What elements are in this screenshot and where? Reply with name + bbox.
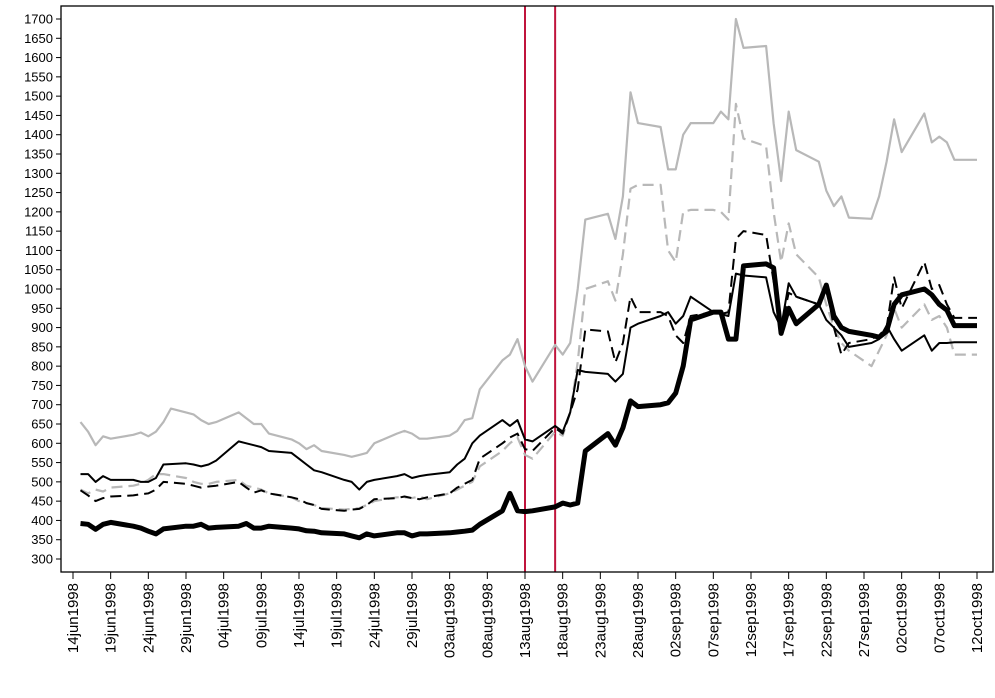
- series-line-1: [79, 17, 977, 458]
- series-line-3: [80, 272, 977, 491]
- y-tick-label: 1200: [24, 204, 53, 219]
- x-tick-label: 19jul1998: [329, 583, 346, 648]
- x-tick-label: 07oct1998: [931, 583, 948, 653]
- x-axis: 14jun1998 19jun1998 24jun1998 29jun1998 04ju…: [65, 572, 986, 658]
- y-tick-label: 550: [31, 455, 53, 470]
- x-tick-label: 03aug1998: [442, 583, 459, 658]
- x-tick-label: 18aug1998: [555, 583, 572, 658]
- y-tick-label: 1500: [24, 89, 53, 104]
- y-tick-label: 800: [31, 359, 53, 374]
- y-tick-label: 1250: [24, 185, 53, 200]
- y-tick-label: 700: [31, 397, 53, 412]
- series-lines: [79, 17, 977, 541]
- y-tick-label: 950: [31, 301, 53, 316]
- y-tick-label: 1600: [24, 50, 53, 65]
- x-tick-label: 29jul1998: [404, 583, 421, 648]
- y-tick-label: 750: [31, 378, 53, 393]
- x-tick-label: 24jul1998: [366, 583, 383, 648]
- y-tick-label: 1700: [24, 12, 53, 27]
- x-tick-label: 09jul1998: [253, 583, 270, 648]
- y-tick-label: 900: [31, 320, 53, 335]
- x-tick-label: 19jun1998: [103, 583, 120, 653]
- y-tick-label: 650: [31, 417, 53, 432]
- y-tick-label: 1100: [25, 243, 53, 258]
- y-tick-label: 1650: [24, 31, 53, 46]
- x-tick-label: 29jun1998: [178, 583, 195, 653]
- x-tick-label: 24jun1998: [140, 583, 157, 653]
- y-tick-label: 400: [31, 513, 53, 528]
- x-tick-label: 12oct1998: [969, 583, 986, 653]
- x-tick-label: 12sep1998: [743, 583, 760, 657]
- x-tick-label: 27sep1998: [856, 583, 873, 657]
- series-line-5: [80, 261, 977, 541]
- x-tick-label: 28aug1998: [630, 583, 647, 658]
- y-axis: 300 350 400 450 500 550 600 650 700 750 800 850 900 9…: [24, 12, 61, 567]
- x-tick-label: 14jul1998: [291, 583, 308, 648]
- series-line-2: [80, 102, 977, 511]
- y-tick-label: 1150: [25, 224, 53, 239]
- x-tick-label: 17sep1998: [781, 583, 798, 657]
- x-tick-label: 02sep1998: [668, 583, 685, 657]
- y-tick-label: 1000: [24, 282, 53, 297]
- y-tick-label: 350: [31, 532, 53, 547]
- y-tick-label: 300: [31, 552, 53, 567]
- y-tick-label: 1400: [24, 127, 53, 142]
- event-lines: [524, 6, 557, 572]
- y-tick-label: 500: [31, 474, 53, 489]
- x-tick-label: 02oct1998: [894, 583, 911, 653]
- x-tick-label: 23aug1998: [592, 583, 609, 658]
- x-tick-label: 08aug1998: [479, 583, 496, 658]
- y-tick-label: 1350: [24, 147, 53, 162]
- x-tick-label: 07sep1998: [705, 583, 722, 657]
- x-tick-label: 14jun1998: [65, 583, 82, 653]
- x-tick-label: 13aug1998: [517, 583, 534, 658]
- x-tick-label: 04jul1998: [216, 583, 233, 648]
- y-tick-label: 1550: [24, 69, 53, 84]
- y-tick-label: 850: [31, 339, 53, 354]
- x-tick-label: 22sep1998: [818, 583, 835, 657]
- y-tick-label: 1300: [24, 166, 53, 181]
- y-tick-label: 450: [31, 494, 53, 509]
- y-tick-label: 1450: [24, 108, 53, 123]
- series-line-4: [79, 230, 977, 512]
- y-tick-label: 600: [31, 436, 53, 451]
- y-tick-label: 1050: [24, 262, 53, 277]
